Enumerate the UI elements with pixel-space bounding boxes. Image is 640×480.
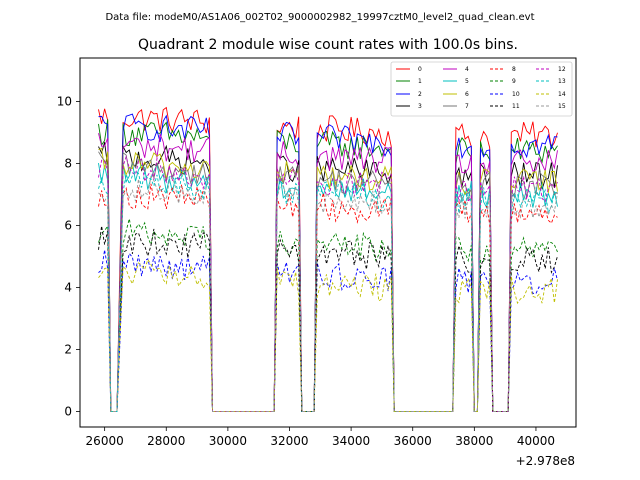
x-tick-label: 30000: [209, 434, 247, 448]
legend-box: [390, 61, 573, 117]
legend-label-9: 9: [512, 78, 516, 85]
x-offset-label: +2.978e8: [516, 454, 575, 468]
series-line-14: [98, 258, 558, 412]
series-line-8: [98, 183, 558, 412]
legend-label-3: 3: [418, 103, 422, 110]
legend-label-10: 10: [512, 91, 520, 98]
series-line-4: [98, 133, 558, 412]
legend-label-14: 14: [558, 91, 566, 98]
y-tick-label: 10: [57, 94, 72, 108]
x-tick-label: 34000: [332, 434, 370, 448]
legend-label-0: 0: [418, 66, 422, 73]
chart-title: Quadrant 2 module wise count rates with …: [138, 37, 518, 53]
x-tick-label: 28000: [147, 434, 185, 448]
legend-label-1: 1: [418, 78, 422, 85]
legend-label-6: 6: [465, 91, 469, 98]
series-line-0: [98, 106, 558, 412]
legend-label-13: 13: [558, 78, 566, 85]
axes-ticks: 26000 28000 30000 32000 34000 36000 38000 40000…: [57, 94, 555, 448]
series-line-15: [98, 175, 558, 412]
legend-label-5: 5: [465, 78, 469, 85]
y-tick-label: 2: [64, 342, 72, 356]
x-tick-label: 36000: [394, 434, 432, 448]
series-line-7: [98, 151, 558, 412]
series-line-9: [98, 218, 558, 412]
y-tick-label: 6: [64, 218, 72, 232]
chart-suptitle: Data file: modeM0/AS1A06_002T02_90000029…: [105, 12, 534, 23]
legend-label-15: 15: [558, 103, 566, 110]
y-tick-label: 0: [64, 404, 72, 418]
x-tick-label: 38000: [455, 434, 493, 448]
series-line-1: [98, 119, 558, 412]
x-tick-label: 26000: [86, 434, 124, 448]
y-tick-label: 4: [64, 280, 72, 294]
legend-label-7: 7: [465, 103, 469, 110]
series-line-11: [98, 225, 558, 412]
series-line-6: [98, 147, 558, 412]
x-tick-label: 32000: [270, 434, 308, 448]
series-line-2: [98, 113, 558, 412]
legend-label-8: 8: [512, 66, 516, 73]
series-line-12: [98, 155, 558, 412]
legend-label-4: 4: [465, 66, 469, 73]
legend-label-2: 2: [418, 91, 422, 98]
y-tick-label: 8: [64, 156, 72, 170]
plot-lines: [98, 106, 558, 412]
legend-label-12: 12: [558, 66, 566, 73]
series-line-13: [98, 170, 558, 412]
x-tick-label: 40000: [517, 434, 555, 448]
plot-frame: [79, 57, 577, 428]
legend-label-11: 11: [512, 103, 520, 110]
